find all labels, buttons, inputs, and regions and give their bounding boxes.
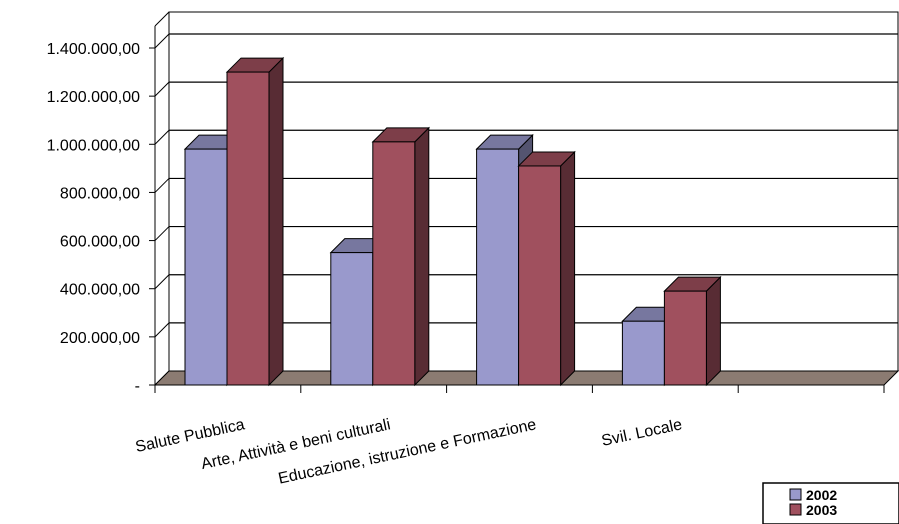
bar-side	[414, 126, 430, 387]
bar-front	[476, 148, 520, 386]
y-tick-label: 800.000,00	[60, 185, 140, 202]
gridline-side	[154, 81, 170, 97]
gridline-side	[154, 274, 170, 290]
legend-swatch	[789, 503, 802, 516]
y-tick-label: 1.000.000,00	[47, 137, 141, 154]
bar-side	[268, 56, 284, 387]
x-category-label: Educazione, istruzione e Formazione	[277, 416, 538, 487]
bar-front	[226, 71, 270, 386]
bar-side	[560, 150, 576, 387]
gridline-side	[154, 129, 170, 145]
bar-front	[184, 148, 228, 386]
legend-box	[762, 482, 899, 524]
bar	[663, 275, 722, 387]
y-axis: - 200.000,00 400.000,00 600.000,00 800.000,0…	[47, 41, 155, 395]
y-tick-label: 600.000,00	[60, 234, 140, 251]
gridline-side	[154, 226, 170, 241]
y-tick-label: -	[135, 378, 140, 395]
side-wall-top-edge	[154, 11, 170, 27]
bar-front	[621, 320, 665, 386]
bar	[371, 126, 431, 387]
bar-front	[372, 141, 416, 386]
y-tick-label: 1.200.000,00	[47, 89, 141, 106]
bar-front	[663, 290, 707, 386]
legend-label: 2003	[806, 502, 837, 518]
y-tick-label: 400.000,00	[60, 282, 140, 299]
bar-front	[518, 165, 562, 386]
bar	[225, 56, 285, 387]
bars	[183, 56, 722, 387]
gridline-side	[154, 322, 170, 338]
legend-label: 2002	[806, 487, 837, 503]
x-category-label: Svil. Locale	[600, 416, 684, 450]
y-tick-label: 200.000,00	[60, 330, 140, 347]
bar-side	[705, 275, 721, 387]
gridline-side	[154, 178, 170, 193]
legend-swatch	[789, 488, 802, 501]
gridline-side	[154, 33, 170, 49]
bar	[517, 150, 576, 387]
y-tick-label: 1.400.000,00	[47, 41, 141, 58]
bar-front	[330, 252, 374, 386]
